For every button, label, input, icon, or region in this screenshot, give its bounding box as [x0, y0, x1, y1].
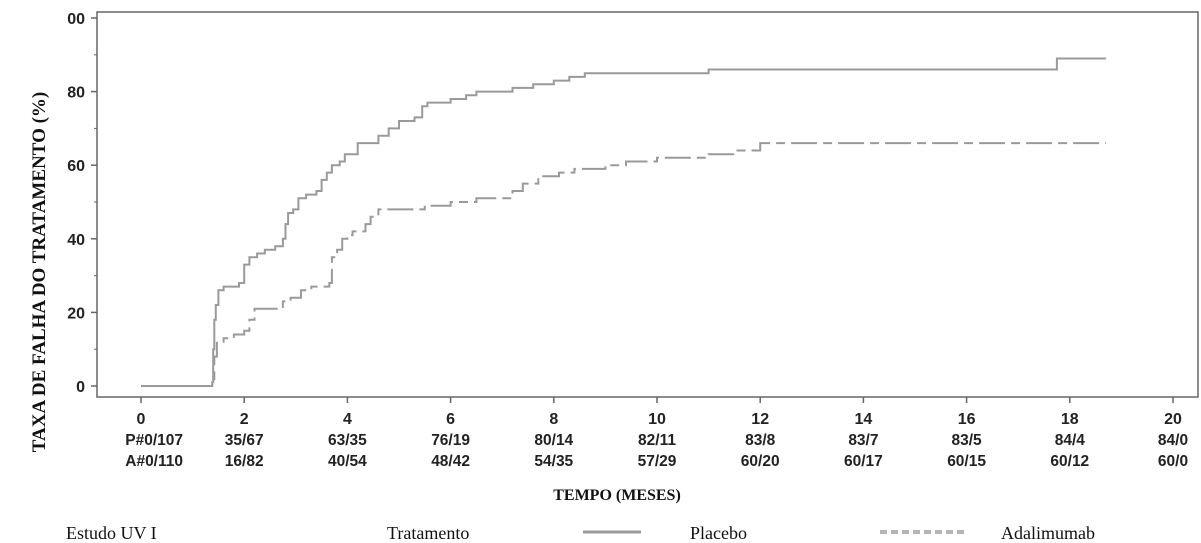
x-axis: 0 2 4 6 8 10 12 14 16 18 20	[137, 397, 1182, 428]
at-risk-value: 83/8	[745, 432, 776, 449]
at-risk-value: 83/7	[848, 432, 878, 449]
series-line-adalimumab	[141, 142, 1106, 387]
x-tick-label: 14	[855, 411, 873, 428]
y-axis-title: TAXA DE FALHA DO TRATAMENTO (%)	[29, 92, 50, 453]
at-risk-value: 35/67	[225, 432, 264, 449]
at-risk-value: 40/54	[328, 453, 367, 470]
at-risk-value: A#0/110	[125, 453, 183, 470]
at-risk-value: P#0/107	[125, 432, 183, 449]
at-risk-value: 63/35	[328, 432, 367, 449]
y-axis: 0 20 40 60 80 00	[67, 11, 97, 396]
y-tick-label: 20	[67, 305, 85, 322]
y-tick-label: 60	[67, 158, 85, 175]
at-risk-value: 16/82	[225, 453, 264, 470]
series-layer	[141, 57, 1106, 387]
at-risk-value: 80/14	[534, 432, 573, 449]
at-risk-value: 82/11	[638, 432, 676, 449]
at-risk-value: 54/35	[534, 453, 573, 470]
x-tick-label: 6	[446, 411, 455, 428]
y-tick-label: 0	[76, 379, 85, 396]
at-risk-value: 60/17	[844, 453, 883, 470]
x-tick-label: 2	[240, 411, 249, 428]
study-label: Estudo UV I	[66, 523, 157, 543]
x-tick-label: 10	[648, 411, 666, 428]
x-tick-label: 18	[1061, 411, 1079, 428]
at-risk-value: 76/19	[431, 432, 470, 449]
at-risk-value: 83/5	[952, 432, 983, 449]
y-tick-label: 80	[67, 85, 85, 102]
at-risk-table: P#0/107 35/67 63/35 76/19 80/14 82/11 83/8 83/7…	[125, 432, 1188, 470]
x-tick-label: 12	[751, 411, 769, 428]
series-line-placebo	[141, 57, 1106, 387]
at-risk-value: 60/20	[741, 453, 780, 470]
at-risk-value: 57/29	[638, 453, 677, 470]
x-axis-title: TEMPO (MESES)	[553, 487, 681, 504]
legend-placebo-label: Placebo	[690, 523, 747, 543]
at-risk-value: 60/15	[947, 453, 986, 470]
at-risk-value: 60/0	[1158, 453, 1188, 470]
x-tick-label: 16	[958, 411, 976, 428]
x-tick-label: 0	[137, 411, 146, 428]
at-risk-value: 84/4	[1055, 432, 1086, 449]
at-risk-value: 60/12	[1050, 453, 1089, 470]
legend-adalimumab-label: Adalimumab	[1001, 523, 1095, 543]
x-tick-label: 8	[549, 411, 558, 428]
at-risk-value: 84/0	[1158, 432, 1188, 449]
y-tick-label: 40	[67, 232, 85, 249]
at-risk-value: 48/42	[431, 453, 470, 470]
x-tick-label: 4	[343, 411, 352, 428]
x-tick-label: 20	[1164, 411, 1182, 428]
y-tick-label: 00	[67, 11, 85, 28]
plot-frame	[96, 11, 1199, 398]
treatment-label: Tratamento	[387, 523, 469, 543]
